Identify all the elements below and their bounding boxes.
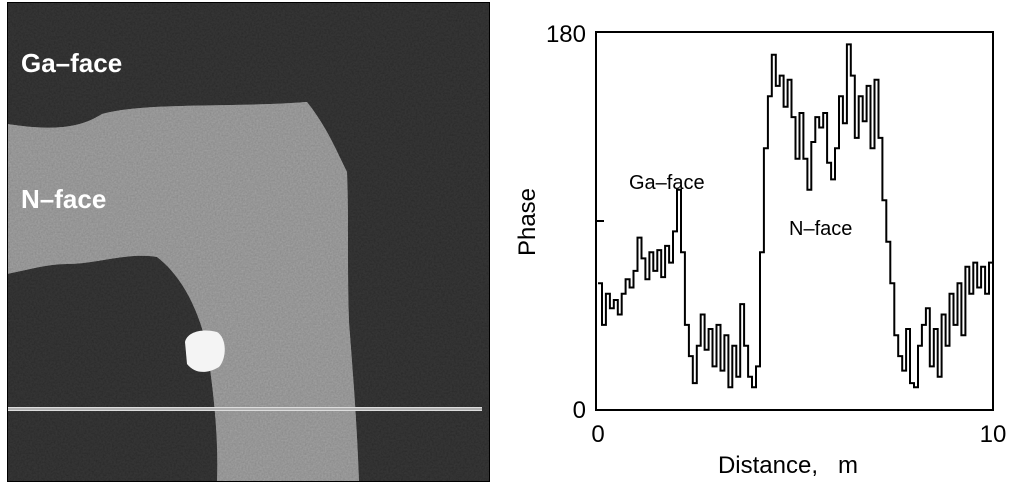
annotation-n-face: N–face xyxy=(789,218,852,240)
y-tick-label-min: 0 xyxy=(573,397,586,424)
y-axis-title: Phase xyxy=(514,188,541,256)
label-n-face: N–face xyxy=(21,184,106,214)
y-tick-label-max: 180 xyxy=(546,21,586,48)
label-ga-face: Ga–face xyxy=(21,48,122,78)
particle xyxy=(185,330,225,372)
afm-phase-image: Ga–face N–face xyxy=(7,2,490,482)
n-face-region xyxy=(7,102,359,482)
x-axis-title: Distance, m xyxy=(718,452,858,479)
x-tick-label-max: 10 xyxy=(980,421,1007,448)
series-line-phase xyxy=(598,43,994,389)
x-tick-label-min: 0 xyxy=(591,421,604,448)
annotation-ga-face: Ga–face xyxy=(629,172,705,194)
